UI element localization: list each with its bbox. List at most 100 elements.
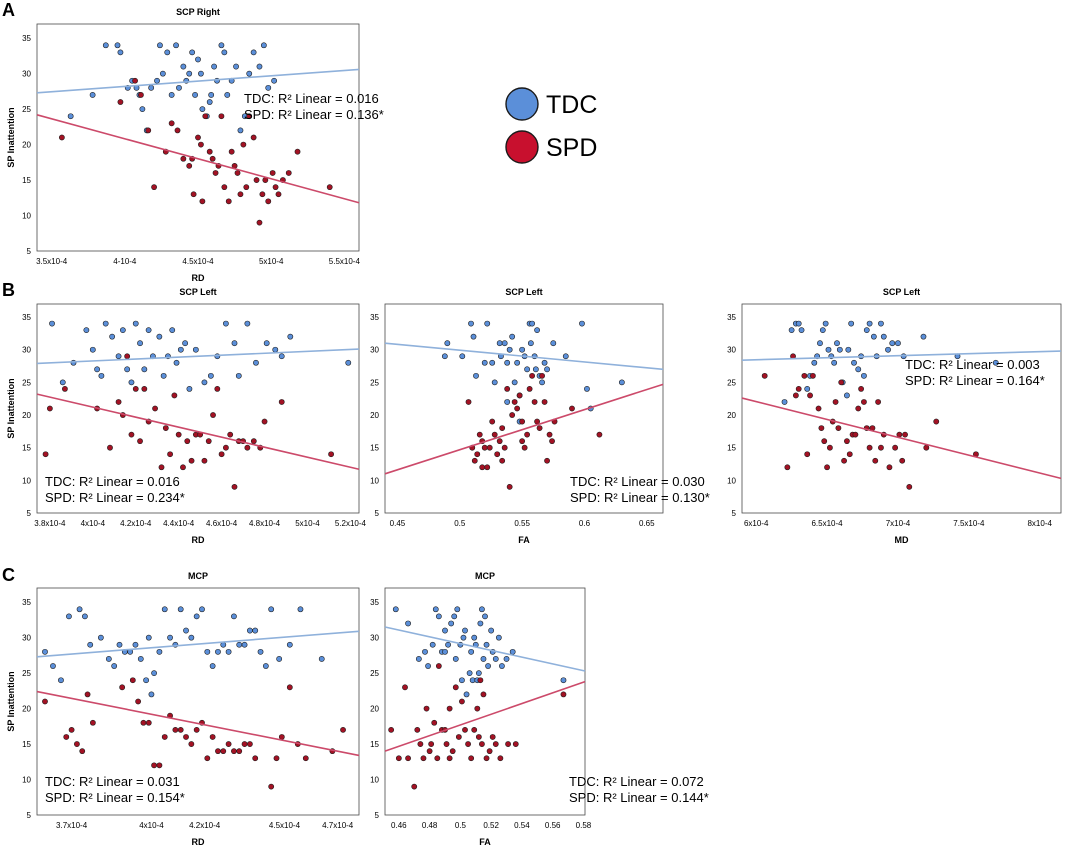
data-point-spd [846,451,853,458]
x-tick-label: 4.4x10-4 [163,519,195,528]
data-point-tdc [173,42,179,49]
data-point-spd [206,148,213,155]
data-point-spd [212,170,219,176]
data-point-tdc [211,63,217,70]
data-point-tdc [432,606,439,613]
data-point-spd [128,431,135,438]
y-tick-label: 25 [370,669,379,678]
x-tick-label: 4.6x10-4 [206,519,238,528]
data-point-tdc [201,379,208,386]
data-point-spd [476,431,483,438]
data-point-spd [832,399,839,405]
x-tick-label: 3.7x10-4 [56,821,88,830]
data-point-spd [231,748,237,755]
data-point-tdc [524,366,531,373]
x-tick-label: 4.8x10-4 [249,519,281,528]
data-point-spd [933,418,940,425]
data-point-tdc [817,340,823,347]
data-point-spd [480,691,487,698]
y-tick-label: 10 [370,476,379,485]
y-tick-label: 5 [27,811,32,820]
data-point-spd [265,198,272,205]
y-tick-label: 30 [22,346,31,355]
data-point-tdc [415,656,422,662]
x-tick-label: 0.5 [454,519,466,528]
data-point-tdc [83,327,90,334]
data-point-spd [481,444,488,451]
data-point-spd [784,464,791,471]
data-point-spd [807,392,813,399]
data-point-tdc [148,691,155,698]
data-point-tdc [156,648,163,655]
data-point-spd [46,405,53,412]
y-tick-label: 30 [370,634,379,643]
data-point-spd [449,748,456,755]
data-point-tdc [115,353,122,360]
data-point-spd [596,431,603,438]
x-tick-label: 0.6 [579,519,591,528]
data-point-tdc [480,656,487,662]
data-point-tdc [102,320,109,327]
data-point-spd [499,425,506,431]
data-point-tdc [463,691,470,698]
fit-line-spd [36,114,360,204]
data-point-spd [443,741,450,747]
x-tick-label: 4-10-4 [113,257,137,266]
data-point-spd [234,170,241,176]
data-point-spd [841,457,847,464]
data-point-spd [838,379,845,386]
data-point-tdc [246,627,253,634]
x-tick-label: 4.7x10-4 [322,821,354,830]
data-point-spd [474,705,481,712]
data-point-tdc [541,359,548,366]
data-point-tdc [504,359,511,366]
data-point-tdc [145,327,152,334]
data-point-spd [479,464,486,471]
fit-line-tdc [384,626,586,672]
data-point-tdc [475,670,482,677]
data-point-spd [184,438,191,445]
data-point-spd [514,405,521,412]
scatter-plot-4: SCP Left MD 5 10 15 20 25 30 35 6x10-4 6.5x10-4 7x1… [727,287,1062,545]
plot-title: SCP Left [179,287,216,297]
data-point-tdc [151,670,157,677]
data-point-tdc [67,113,74,120]
data-point-tdc [208,92,215,98]
data-point-tdc [193,613,200,620]
x-tick-label: 3.5x10-4 [36,257,68,266]
data-point-tdc [236,641,243,648]
y-tick-label: 30 [22,634,31,643]
data-point-tdc [544,366,550,373]
data-point-spd [539,372,545,379]
data-point-spd [177,726,184,733]
y-tick-label: 20 [727,411,736,420]
data-point-spd [411,783,418,790]
data-point-spd [875,399,882,405]
data-point-tdc [233,63,239,70]
plot-frame [36,23,360,252]
data-point-spd [210,412,216,418]
plot-title: MCP [475,571,495,581]
data-point-tdc [506,346,513,353]
data-point-tdc [495,634,502,641]
data-point-spd [214,386,221,392]
data-point-spd [861,399,867,405]
scatter-plot-2: SCP Left RD SP Inattention 5 10 15 20 25 30 35 3.8… [6,287,367,545]
fit-line-spd [741,397,1062,480]
x-tick-label: 7.5x10-4 [953,519,985,528]
data-point-tdc [870,333,877,340]
data-point-spd [218,451,225,458]
y-tick-label: 5 [375,811,380,820]
y-tick-label: 10 [22,476,31,485]
y-tick-label: 25 [727,378,736,387]
fit-line-spd [384,680,586,752]
data-point-tdc [102,42,109,49]
data-point-spd [818,425,825,431]
fit-line-spd [384,383,664,475]
data-point-tdc [160,372,167,379]
legend-spd-label: SPD [546,134,597,162]
data-point-tdc [206,99,213,105]
data-point-tdc [462,627,468,634]
panel-letter-c: C [2,565,15,585]
data-point-spd [792,392,799,399]
